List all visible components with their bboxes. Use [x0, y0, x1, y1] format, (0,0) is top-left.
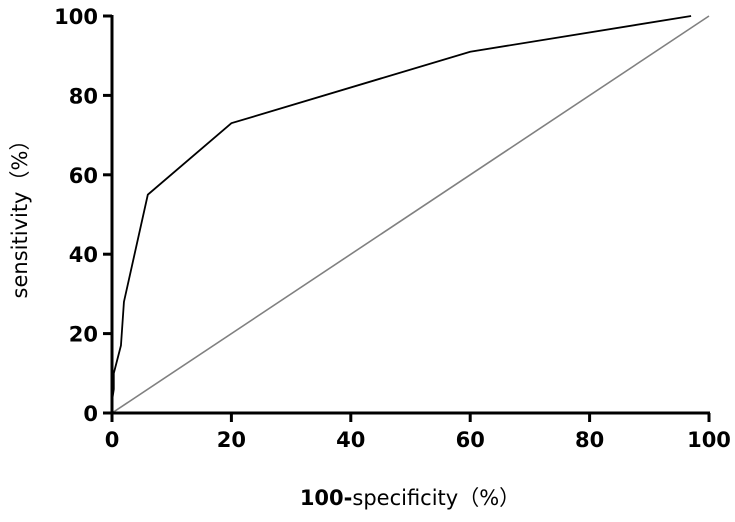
x-tick-label: 40: [336, 428, 365, 452]
y-tick-label: 40: [69, 243, 98, 267]
roc-curve-line: [111, 15, 692, 413]
x-tick-label: 80: [575, 428, 604, 452]
series-layer: [111, 15, 710, 414]
x-tick-label: 100: [687, 428, 731, 452]
y-tick-label: 0: [83, 402, 98, 426]
axes-layer: [110, 15, 710, 415]
x-tick-label: 60: [456, 428, 485, 452]
x-tick-label: 20: [217, 428, 246, 452]
x-axis-title-bold: 100-: [300, 486, 353, 510]
reference-diagonal-line: [111, 15, 710, 414]
y-tick-label: 80: [69, 84, 98, 108]
y-tick-label: 60: [69, 164, 98, 188]
y-tick-label: 20: [69, 323, 98, 347]
x-axis-title-rest: specificity（%）: [352, 486, 520, 510]
x-tick-label: 0: [105, 428, 120, 452]
y-tick-label: 100: [54, 5, 98, 29]
ticks-layer: 0 20 40 60 80 100 0 20 40 60 80 100: [54, 5, 731, 452]
y-axis-title: sensitivity（%）: [8, 130, 32, 299]
x-axis-title: 100-specificity（%）: [300, 486, 520, 510]
